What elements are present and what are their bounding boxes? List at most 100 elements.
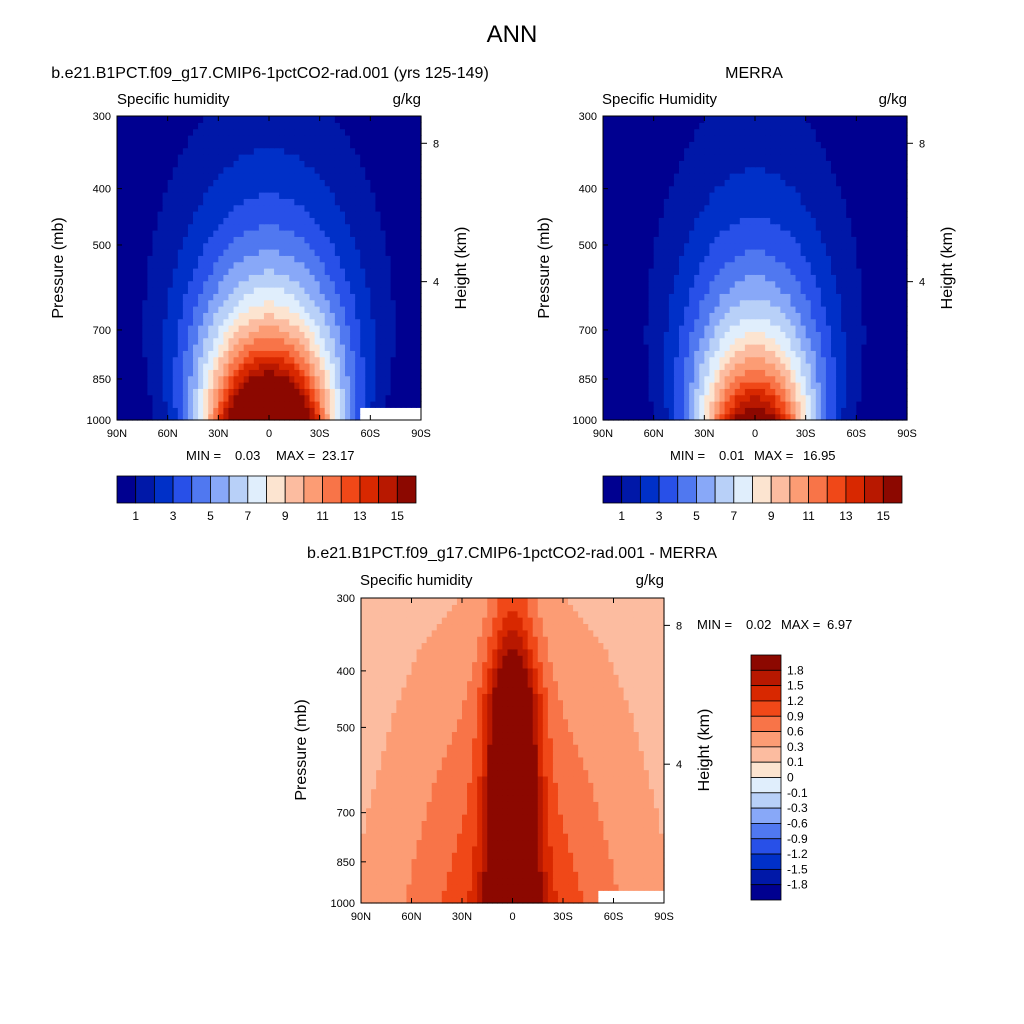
field-cell [375,388,382,396]
field-cell [734,236,741,244]
field-cell [157,363,164,370]
field-cell [253,128,260,136]
field-cell [841,255,847,263]
field-cell [714,318,721,326]
field-cell [648,331,655,339]
field-cell [355,204,361,212]
field-cell [375,211,382,218]
field-cell [334,401,341,408]
field-cell [248,179,255,187]
field-cell [269,350,275,358]
field-cell [679,211,685,218]
field-cell [760,204,766,212]
field-cell [780,363,786,370]
field-cell [851,356,857,364]
field-cell [623,369,629,377]
field-cell [760,223,766,231]
field-cell [841,388,847,396]
field-cell [299,211,306,218]
field-cell [345,375,351,383]
field-cell [739,401,746,408]
field-cell [193,268,199,275]
field-cell [233,230,240,237]
field-cell [182,198,189,206]
field-cell [613,242,619,250]
field-cell [385,204,392,212]
field-cell [345,116,351,123]
field-cell [679,375,685,383]
field-cell [334,185,341,193]
field-cell [684,280,690,288]
field-cell [309,204,316,212]
field-cell [152,223,159,231]
field-cell [345,299,351,307]
field-cell [415,230,422,237]
field-cell [324,325,331,332]
field-cell [162,179,169,187]
field-cell [182,242,189,250]
field-cell [886,337,893,345]
field-cell [638,261,645,269]
field-cell [172,407,179,415]
field-cell [284,261,290,269]
field-cell [370,154,376,161]
field-cell [177,388,184,396]
field-cell [193,192,199,199]
field-cell [162,350,169,358]
field-cell [380,318,387,326]
field-cell [851,306,857,313]
field-cell [304,325,311,332]
field-cell [795,369,802,377]
field-cell [663,318,670,326]
field-cell [800,306,807,313]
field-cell [263,413,270,421]
field-cell [122,261,128,269]
field-cell [304,211,311,218]
field-cell [218,249,224,256]
field-cell [365,223,371,231]
field-cell [390,287,397,294]
field-cell [284,249,290,256]
field-cell [749,211,756,218]
field-cell [137,242,143,250]
field-cell [365,344,371,351]
field-cell [390,204,397,212]
field-cell [122,388,128,396]
field-cell [198,166,204,174]
field-cell [613,318,619,326]
field-cell [360,192,366,199]
field-cell [744,363,751,370]
field-cell [324,160,331,168]
field-cell [719,337,726,345]
field-cell [719,274,726,282]
field-cell [309,230,316,237]
field-cell [218,388,224,396]
field-cell [881,287,888,294]
field-cell [836,211,842,218]
field-cell [152,306,159,313]
field-cell [744,261,751,269]
field-cell [177,394,184,402]
field-cell [861,350,868,358]
field-cell [380,312,387,320]
field-cell [117,268,123,275]
panel-model-field [117,116,422,421]
field-cell [122,198,128,206]
field-cell [623,223,629,231]
field-cell [309,154,316,161]
field-cell [603,394,609,402]
field-cell [274,236,280,244]
field-cell [719,306,726,313]
field-cell [744,274,751,282]
field-cell [345,141,351,149]
field-cell [375,255,382,263]
field-cell [137,293,143,301]
field-cell [177,261,184,269]
field-cell [269,135,275,142]
field-cell [896,261,903,269]
field-cell [825,217,832,225]
field-cell [117,325,123,332]
field-cell [729,236,736,244]
field-cell [825,325,832,332]
field-cell [658,280,665,288]
